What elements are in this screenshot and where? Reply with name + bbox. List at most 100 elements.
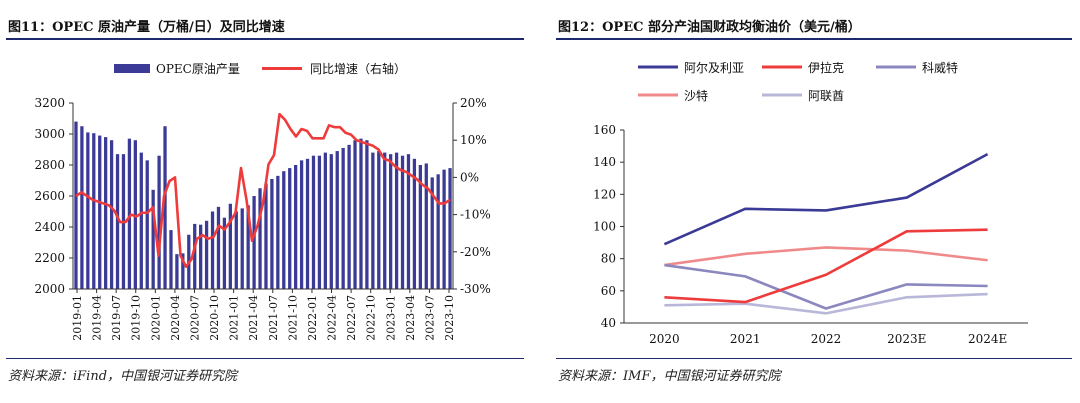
x-tick-label: 2023-04 xyxy=(404,295,417,341)
bar xyxy=(282,171,286,289)
x-tick-label: 2022-10 xyxy=(365,295,378,341)
legend-bar-swatch xyxy=(114,64,150,73)
y-tick-label: 100 xyxy=(593,220,616,234)
y-tick-label-right: -10% xyxy=(460,208,491,222)
x-tick-label: 2022-07 xyxy=(345,295,358,341)
y-tick-label: 40 xyxy=(601,316,616,330)
bar xyxy=(394,152,399,289)
chart-panel-breakeven-price: 图12：OPEC 部分产油国财政均衡油价（美元/桶） 阿尔及利亚 伊拉克 科威特 沙特… xyxy=(550,0,1080,403)
x-tick-label: 2020-10 xyxy=(208,295,221,341)
bar xyxy=(80,126,84,289)
bar xyxy=(412,158,417,289)
bar xyxy=(92,133,96,289)
bar xyxy=(424,163,428,289)
bar xyxy=(383,152,387,289)
bar xyxy=(115,154,120,289)
bar xyxy=(389,154,393,289)
bar xyxy=(294,165,298,289)
bar xyxy=(299,160,304,289)
bar-series xyxy=(74,121,452,290)
bar xyxy=(246,205,250,289)
bar xyxy=(436,174,440,289)
y-tick-label-left: 2400 xyxy=(34,220,65,234)
y-tick-label: 120 xyxy=(593,187,616,201)
x-tick-label: 2023-07 xyxy=(423,295,436,341)
y-tick-label-right: 0% xyxy=(460,170,479,184)
y-tick-label: 80 xyxy=(601,252,616,266)
source-note: 资料来源：IMF，中国银河证券研究院 xyxy=(558,369,781,384)
bar xyxy=(365,140,369,289)
bar xyxy=(335,151,339,289)
chart-title: 图11：OPEC 原油产量（万桶/日）及同比增速 xyxy=(8,20,285,35)
series-line xyxy=(663,152,989,246)
bar xyxy=(406,154,411,289)
x-tick-label: 2019-10 xyxy=(130,295,143,341)
bar xyxy=(199,224,203,289)
legend-label: 沙特 xyxy=(684,88,708,103)
legend-label: 阿联酋 xyxy=(808,88,844,103)
y-tick-label: 140 xyxy=(593,155,616,169)
series-line xyxy=(664,246,988,267)
y-tick-label: 160 xyxy=(593,123,616,137)
x-tick-label: 2021-07 xyxy=(267,295,280,341)
y-tick-label-right: 10% xyxy=(460,133,487,147)
y-tick-label-right: -20% xyxy=(460,245,491,259)
bar xyxy=(418,165,422,289)
bar xyxy=(228,203,232,289)
bar xyxy=(329,154,333,289)
bar xyxy=(430,177,434,289)
bar xyxy=(109,140,114,289)
bar xyxy=(98,135,102,289)
x-tick-label: 2019-07 xyxy=(110,295,123,341)
y-tick-label-right: -30% xyxy=(460,282,491,296)
series-line xyxy=(664,292,988,315)
bar xyxy=(252,196,256,289)
bar xyxy=(163,126,167,289)
bar xyxy=(210,211,215,289)
bar xyxy=(133,140,137,289)
legend: OPEC原油产量 同比增速（右轴） xyxy=(114,61,406,76)
series-line xyxy=(664,228,988,304)
y-tick-label-left: 3200 xyxy=(34,96,65,110)
bar xyxy=(169,230,173,289)
x-tick-label: 2019-04 xyxy=(91,295,104,341)
chart-panel-opec-output: 图11：OPEC 原油产量（万桶/日）及同比增速 OPEC原油产量 同比增速（右轴… xyxy=(0,0,532,403)
x-tick-label: 2020 xyxy=(649,332,680,346)
bar xyxy=(276,175,280,289)
x-tick-label: 2022 xyxy=(811,332,842,346)
bar xyxy=(240,208,244,289)
y-tick-label-left: 2800 xyxy=(34,158,65,172)
bar xyxy=(204,220,209,289)
legend-label: 伊拉克 xyxy=(808,60,844,75)
x-tick-label: 2021-04 xyxy=(247,295,260,341)
bar xyxy=(264,183,268,289)
bar xyxy=(347,144,351,289)
bar xyxy=(305,158,310,289)
source-note: 资料来源：iFind，中国银河证券研究院 xyxy=(8,369,238,384)
bar xyxy=(400,155,405,289)
bar xyxy=(145,160,149,289)
x-tick-label: 2021 xyxy=(730,332,761,346)
y-tick-label-left: 3000 xyxy=(34,127,65,141)
bar xyxy=(74,121,78,289)
bar xyxy=(323,152,327,289)
bar xyxy=(175,254,179,290)
bar xyxy=(104,137,108,289)
x-tick-label: 2019-01 xyxy=(71,295,84,341)
bar xyxy=(127,138,132,289)
x-tick-label: 2023E xyxy=(887,332,926,346)
bar xyxy=(222,217,227,289)
bar xyxy=(193,223,197,289)
x-tick-label: 2020-04 xyxy=(169,295,182,341)
y-tick-label-left: 2000 xyxy=(34,282,65,296)
bar xyxy=(288,168,292,289)
bar xyxy=(181,253,185,289)
y-tick-label-left: 2600 xyxy=(34,189,65,203)
bar xyxy=(234,211,238,289)
bar xyxy=(353,140,357,289)
legend-label: 阿尔及利亚 xyxy=(684,60,744,75)
title-rule xyxy=(556,38,1072,40)
yoy-line xyxy=(75,112,451,268)
